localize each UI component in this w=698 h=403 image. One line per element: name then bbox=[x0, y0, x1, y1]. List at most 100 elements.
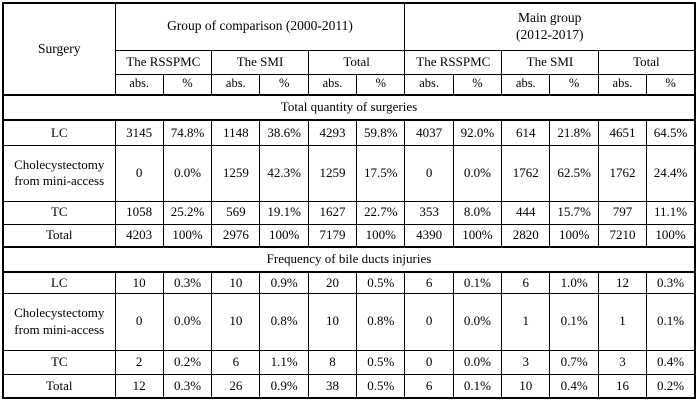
measure-pct: % bbox=[162, 73, 213, 96]
row-label: LC bbox=[2, 119, 116, 146]
main-group-title-line1: Main group bbox=[518, 9, 582, 25]
subgroup-header-row: The RSSPMC The SMI Total The RSSPMC The … bbox=[3, 49, 696, 75]
cell-value: 12 bbox=[114, 373, 164, 399]
cell-value: 3 bbox=[501, 349, 551, 375]
cell-value: 0.8% bbox=[356, 292, 406, 351]
cell-value: 0.0% bbox=[452, 144, 503, 202]
cell-value: 4037 bbox=[404, 119, 454, 146]
cell-value: 1762 bbox=[597, 144, 648, 202]
cell-value: 0.0% bbox=[452, 292, 503, 351]
cell-value: 6 bbox=[501, 271, 551, 294]
cell-value: 1 bbox=[501, 292, 551, 351]
cell-value: 0.2% bbox=[646, 373, 696, 399]
cell-value: 20 bbox=[307, 271, 358, 294]
cell-value: 1627 bbox=[307, 200, 358, 225]
row-label: TC bbox=[2, 200, 116, 225]
subgroup-rsspmc-main: The RSSPMC bbox=[404, 49, 503, 75]
cell-value: 4651 bbox=[597, 119, 648, 146]
table-row: Total 12 0.3% 26 0.9% 38 0.5% 6 0.1% 10 … bbox=[2, 373, 696, 399]
cell-value: 0.9% bbox=[259, 373, 309, 399]
cell-value: 1259 bbox=[307, 144, 358, 202]
cell-value: 0 bbox=[114, 144, 164, 202]
cell-value: 0.8% bbox=[259, 292, 309, 351]
cell-value: 1 bbox=[597, 292, 648, 351]
main-group-header: Main group (2012-2017) bbox=[404, 2, 696, 51]
table-row: Cholecystectomy from mini-access 0 0.0% … bbox=[2, 144, 696, 202]
cell-value: 0.4% bbox=[646, 349, 696, 375]
cell-value: 1259 bbox=[211, 144, 261, 202]
cell-value: 1.0% bbox=[549, 271, 599, 294]
table-row: Total 4203 100% 2976 100% 7179 100% 4390… bbox=[2, 223, 696, 248]
cell-value: 0.5% bbox=[356, 373, 406, 399]
cell-value: 15.7% bbox=[549, 200, 599, 225]
main-group-title-line2: (2012-2017) bbox=[515, 26, 584, 42]
row-label: Cholecystectomy from mini-access bbox=[2, 292, 116, 351]
measure-abs: abs. bbox=[597, 73, 648, 96]
cell-value: 1.1% bbox=[259, 349, 309, 375]
cell-value: 0.3% bbox=[162, 271, 213, 294]
group-comparison-title: Group of comparison (2000-2011) bbox=[167, 18, 353, 34]
cell-value: 74.8% bbox=[162, 119, 213, 146]
cell-value: 4203 bbox=[114, 223, 164, 248]
cell-value: 64.5% bbox=[646, 119, 696, 146]
cell-value: 42.3% bbox=[259, 144, 309, 202]
cell-value: 0.1% bbox=[549, 292, 599, 351]
row-label: LC bbox=[2, 271, 116, 294]
cell-value: 19.1% bbox=[259, 200, 309, 225]
cell-value: 8 bbox=[307, 349, 358, 375]
subgroup-total-main: Total bbox=[597, 49, 696, 75]
cell-value: 4293 bbox=[307, 119, 358, 146]
cell-value: 100% bbox=[356, 223, 406, 248]
cell-value: 6 bbox=[404, 373, 454, 399]
cell-value: 25.2% bbox=[162, 200, 213, 225]
section-title-total-quantity: Total quantity of surgeries bbox=[2, 94, 696, 121]
cell-value: 3 bbox=[597, 349, 648, 375]
table-row: LC 10 0.3% 10 0.9% 20 0.5% 6 0.1% 6 1.0%… bbox=[2, 271, 696, 294]
cell-value: 0.3% bbox=[646, 271, 696, 294]
cell-value: 10 bbox=[114, 271, 164, 294]
cell-value: 0.5% bbox=[356, 349, 406, 375]
cell-value: 38 bbox=[307, 373, 358, 399]
cell-value: 10 bbox=[307, 292, 358, 351]
section-title-frequency-injuries: Frequency of bile ducts injuries bbox=[2, 246, 696, 273]
measure-abs: abs. bbox=[307, 73, 358, 96]
surgery-statistics-table: Surgery Group of comparison (2000-2011) … bbox=[2, 2, 696, 399]
measure-pct: % bbox=[646, 73, 696, 96]
table-row: TC 1058 25.2% 569 19.1% 1627 22.7% 353 8… bbox=[2, 200, 696, 225]
cell-value: 0 bbox=[404, 349, 454, 375]
group-header-row: Surgery Group of comparison (2000-2011) … bbox=[2, 2, 696, 96]
cell-value: 100% bbox=[452, 223, 503, 248]
cell-value: 10 bbox=[211, 292, 261, 351]
measure-abs: abs. bbox=[114, 73, 164, 96]
cell-value: 797 bbox=[597, 200, 648, 225]
cell-value: 92.0% bbox=[452, 119, 503, 146]
cell-value: 2820 bbox=[501, 223, 551, 248]
cell-value: 4390 bbox=[404, 223, 454, 248]
table-row: Cholecystectomy from mini-access 0 0.0% … bbox=[2, 292, 696, 351]
cell-value: 2 bbox=[114, 349, 164, 375]
measure-pct: % bbox=[452, 73, 503, 96]
table-row: LC 3145 74.8% 1148 38.6% 4293 59.8% 4037… bbox=[2, 119, 696, 146]
cell-value: 0.0% bbox=[452, 349, 503, 375]
group-comparison-header: Group of comparison (2000-2011) bbox=[114, 2, 406, 51]
cell-value: 1762 bbox=[501, 144, 551, 202]
cell-value: 353 bbox=[404, 200, 454, 225]
cell-value: 38.6% bbox=[259, 119, 309, 146]
cell-value: 12 bbox=[597, 271, 648, 294]
cell-value: 0.0% bbox=[162, 292, 213, 351]
surgery-corner-header: Surgery bbox=[2, 2, 116, 96]
cell-value: 0.1% bbox=[452, 373, 503, 399]
measures-header-row: abs. % abs. % abs. % abs. % abs. % abs. … bbox=[3, 73, 696, 96]
cell-value: 100% bbox=[162, 223, 213, 248]
cell-value: 7210 bbox=[597, 223, 648, 248]
cell-value: 0.5% bbox=[356, 271, 406, 294]
cell-value: 7179 bbox=[307, 223, 358, 248]
cell-value: 21.8% bbox=[549, 119, 599, 146]
cell-value: 2976 bbox=[211, 223, 261, 248]
cell-value: 100% bbox=[549, 223, 599, 248]
cell-value: 0.7% bbox=[549, 349, 599, 375]
cell-value: 62.5% bbox=[549, 144, 599, 202]
cell-value: 0.2% bbox=[162, 349, 213, 375]
cell-value: 10 bbox=[211, 271, 261, 294]
